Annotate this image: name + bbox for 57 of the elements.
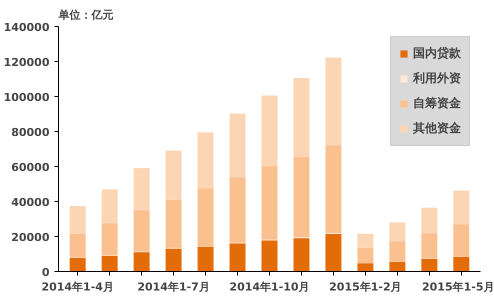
- bar: [230, 244, 246, 272]
- x-tick-label: 2014年1-4月: [41, 280, 114, 294]
- bar: [262, 166, 278, 240]
- bar: [421, 258, 438, 272]
- x-tick-label: 2014年1-10月: [229, 280, 310, 294]
- y-tick-label: 80000: [11, 126, 50, 139]
- legend-label: 利用外资: [413, 70, 461, 87]
- bar: [134, 210, 150, 252]
- bar: [70, 206, 86, 234]
- bar: [230, 114, 246, 178]
- bar: [198, 188, 214, 246]
- legend-label: 自筹资金: [413, 95, 461, 112]
- bar: [325, 58, 342, 146]
- y-tick-label: 140000: [4, 21, 50, 34]
- y-tick-label: 60000: [11, 161, 50, 174]
- bar: [389, 262, 406, 272]
- legend-label: 国内贷款: [413, 45, 461, 62]
- bar: [357, 234, 374, 248]
- bar: [134, 168, 150, 210]
- bar: [293, 78, 310, 157]
- bar: [102, 189, 118, 224]
- bar: [230, 177, 246, 243]
- y-tick-label: 20000: [11, 231, 50, 244]
- bar: [389, 222, 406, 242]
- bar: [421, 234, 438, 259]
- x-tick-label: 2015年1-2月: [329, 280, 402, 294]
- legend-label: 其他资金: [413, 120, 461, 137]
- bar: [325, 234, 342, 272]
- bar: [262, 240, 278, 272]
- bar: [421, 208, 438, 234]
- bar: [198, 132, 214, 189]
- bar: [198, 246, 214, 272]
- bar: [102, 223, 118, 256]
- bar: [70, 258, 86, 272]
- bar: [134, 252, 150, 272]
- bar: [70, 234, 86, 258]
- bar: [262, 95, 278, 166]
- bar: [453, 256, 470, 272]
- bar: [102, 256, 118, 272]
- bar: [453, 224, 470, 256]
- bar: [166, 200, 182, 248]
- bar: [166, 248, 182, 272]
- bar: [357, 248, 374, 264]
- bar: [166, 150, 182, 200]
- y-tick-label: 100000: [4, 91, 50, 104]
- bar: [293, 238, 310, 272]
- y-tick-label: 120000: [4, 56, 50, 69]
- bar: [389, 241, 406, 262]
- x-tick-label: 2015年1-5月: [422, 280, 494, 294]
- bar: [357, 263, 374, 272]
- y-tick-label: 0: [42, 266, 50, 279]
- bar: [293, 156, 310, 238]
- chart-title: 单位：亿元: [58, 8, 114, 22]
- y-tick-label: 40000: [11, 196, 50, 209]
- x-tick-label: 2014年1-7月: [137, 280, 210, 294]
- bar: [453, 190, 470, 224]
- bar: [325, 145, 342, 233]
